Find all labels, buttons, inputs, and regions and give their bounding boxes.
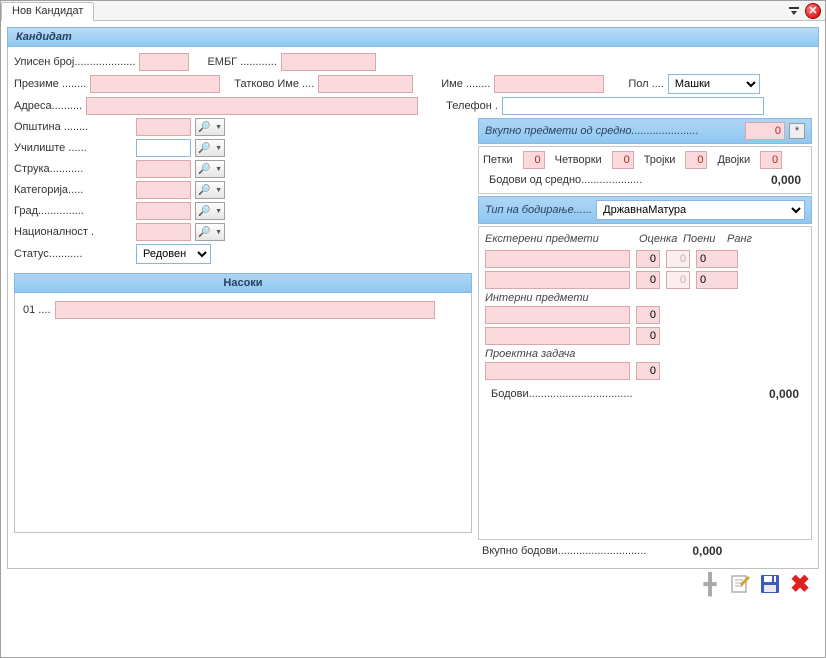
proj-row-1: [485, 362, 805, 380]
input-uciliste[interactable]: [136, 139, 191, 157]
nasoki-body: 01 ....: [14, 293, 472, 533]
star-button[interactable]: *: [789, 123, 805, 139]
delete-icon[interactable]: ✖: [789, 573, 811, 595]
close-icon[interactable]: ✕: [805, 3, 821, 19]
nasoki-item-label: 01 ....: [23, 304, 51, 316]
input-upisen[interactable]: [139, 53, 189, 71]
window: Нов Кандидат ✕ Кандидат Уписен број.....…: [0, 0, 826, 658]
label-dvojki: Двојки: [717, 154, 750, 166]
label-eksterni: Екстерени предмети: [485, 233, 635, 245]
col-poeni: Поени: [683, 233, 723, 245]
titlebar: Нов Кандидат ✕: [1, 1, 825, 21]
input-prezime[interactable]: [90, 75, 220, 93]
ext-row-2: [485, 271, 805, 289]
input-adresa[interactable]: [86, 97, 418, 115]
tab-new-candidate[interactable]: Нов Кандидат: [1, 2, 94, 21]
label-vkupno-bodovi: Вкупно бодови...........................…: [482, 545, 646, 557]
label-proektna: Проектна задача: [485, 348, 805, 360]
label-ime: Име ........: [441, 78, 490, 90]
label-embg: ЕМБГ ............: [207, 56, 276, 68]
label-pol: Пол ....: [628, 78, 663, 90]
section-header-candidate: Кандидат: [7, 27, 819, 47]
input-dvojki[interactable]: [760, 151, 782, 169]
lookup-nacionalnost[interactable]: 🔍▼: [195, 223, 225, 241]
label-bodovi-sredno: Бодови од средно....................: [489, 174, 642, 186]
input-ext-ocenka-1[interactable]: [636, 250, 660, 268]
select-tip[interactable]: ДржавнаМатура: [596, 200, 805, 220]
select-status[interactable]: Редовен: [136, 244, 211, 264]
label-vkupno-sredno: Вкупно предмети од средно...............…: [485, 125, 699, 137]
band-tip-bodiranje: Тип на бодирање...... ДржавнаМатура: [478, 196, 812, 224]
input-nasoki-1[interactable]: [55, 301, 435, 319]
input-ext-subj-1[interactable]: [485, 250, 630, 268]
label-cetvorki: Четворки: [555, 154, 602, 166]
toolbar: ╋ ✖: [7, 569, 819, 599]
input-ext-rang-1[interactable]: [696, 250, 738, 268]
label-petki: Петки: [483, 154, 513, 166]
value-vkupno-bodovi: 0,000: [692, 544, 722, 558]
label-nacionalnost: Националност .: [14, 226, 132, 238]
input-ime[interactable]: [494, 75, 604, 93]
label-interni: Интерни предмети: [485, 292, 805, 304]
input-int-ocenka-1[interactable]: [636, 306, 660, 324]
label-tatkovo: Татково Име ....: [234, 78, 314, 90]
input-ext-poeni-2: [666, 271, 690, 289]
lookup-opstina[interactable]: 🔍▼: [195, 118, 225, 136]
input-cetvorki[interactable]: [612, 151, 634, 169]
ext-row-1: [485, 250, 805, 268]
lookup-kategorija[interactable]: 🔍▼: [195, 181, 225, 199]
input-ext-poeni-1: [666, 250, 690, 268]
nasoki-header: Насоки: [14, 273, 472, 293]
label-status: Статус...........: [14, 248, 132, 260]
save-icon[interactable]: [759, 573, 781, 595]
int-row-1: [485, 306, 805, 324]
input-tatkovo[interactable]: [318, 75, 413, 93]
select-pol[interactable]: Машки: [668, 74, 760, 94]
input-trojki[interactable]: [685, 151, 707, 169]
label-adresa: Адреса..........: [14, 100, 82, 112]
label-tip: Тип на бодирање......: [485, 204, 592, 216]
input-proj-ocenka-1[interactable]: [636, 362, 660, 380]
input-kategorija[interactable]: [136, 181, 191, 199]
value-bodovi: 0,000: [769, 387, 799, 401]
value-bodovi-sredno: 0,000: [771, 173, 801, 187]
label-upisen: Уписен број....................: [14, 56, 135, 68]
label-struka: Струка...........: [14, 163, 132, 175]
input-ext-ocenka-2[interactable]: [636, 271, 660, 289]
minimize-icon[interactable]: [787, 4, 801, 18]
input-grad[interactable]: [136, 202, 191, 220]
input-telefon[interactable]: [502, 97, 764, 115]
label-trojki: Тројки: [644, 154, 676, 166]
input-struka[interactable]: [136, 160, 191, 178]
input-opstina[interactable]: [136, 118, 191, 136]
label-bodovi: Бодови..................................: [491, 388, 633, 400]
label-grad: Град...............: [14, 205, 132, 217]
col-ocenka: Оценка: [639, 233, 679, 245]
section-body: Уписен број.................... ЕМБГ ...…: [7, 47, 819, 569]
input-ext-subj-2[interactable]: [485, 271, 630, 289]
int-row-2: [485, 327, 805, 345]
input-ext-rang-2[interactable]: [696, 271, 738, 289]
input-vkupno-sredno[interactable]: [745, 122, 785, 140]
lookup-struka[interactable]: 🔍▼: [195, 160, 225, 178]
col-rang: Ранг: [727, 233, 767, 245]
label-prezime: Презиме ........: [14, 78, 86, 90]
input-proj-subj-1[interactable]: [485, 362, 630, 380]
label-opstina: Општина ........: [14, 121, 132, 133]
edit-icon[interactable]: [729, 573, 751, 595]
label-telefon: Телефон .: [446, 100, 498, 112]
input-nacionalnost[interactable]: [136, 223, 191, 241]
add-icon[interactable]: ╋: [699, 573, 721, 595]
lookup-uciliste[interactable]: 🔍▼: [195, 139, 225, 157]
lookup-grad[interactable]: 🔍▼: [195, 202, 225, 220]
input-embg[interactable]: [281, 53, 376, 71]
label-uciliste: Училиште ......: [14, 142, 132, 154]
input-int-subj-2[interactable]: [485, 327, 630, 345]
label-kategorija: Категорија.....: [14, 184, 132, 196]
input-int-subj-1[interactable]: [485, 306, 630, 324]
input-petki[interactable]: [523, 151, 545, 169]
band-vkupno-sredno: Вкупно предмети од средно...............…: [478, 118, 812, 144]
input-int-ocenka-2[interactable]: [636, 327, 660, 345]
